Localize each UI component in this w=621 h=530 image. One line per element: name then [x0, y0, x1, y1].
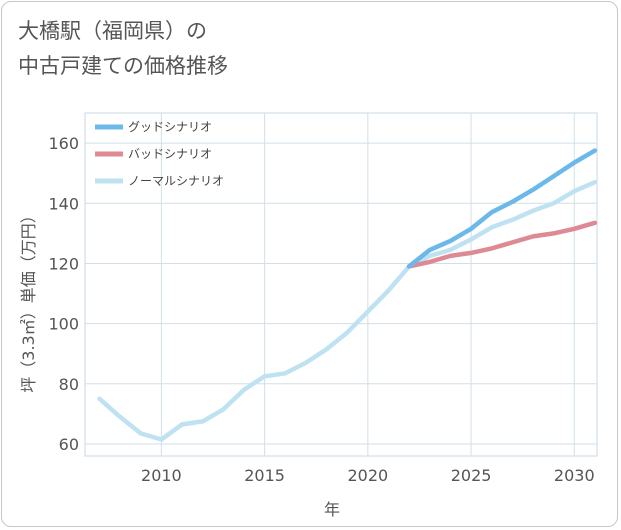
series-lines — [97, 148, 598, 442]
y-tick-label: 60 — [59, 435, 79, 454]
y-tick-label: 140 — [48, 194, 79, 213]
x-axis-title: 年 — [324, 500, 340, 519]
y-tick-label: 120 — [48, 254, 79, 273]
y-tick-label: 80 — [59, 375, 79, 394]
x-tick-label: 2020 — [347, 466, 388, 485]
legend-label: グッドシナリオ — [128, 120, 212, 134]
series-line-0 — [406, 148, 598, 269]
series-line-2 — [97, 179, 598, 442]
legend-label: ノーマルシナリオ — [128, 174, 224, 188]
chart-title-line-2: 中古戸建ての価格推移 — [18, 54, 228, 78]
chart-title: 大橋駅（福岡県）の 中古戸建ての価格推移 — [18, 14, 228, 84]
y-tick-label: 100 — [48, 315, 79, 334]
plot-area-border — [84, 112, 598, 457]
x-tick-label: 2025 — [451, 466, 492, 485]
x-tick-label: 2030 — [554, 466, 595, 485]
series-line-1 — [406, 220, 598, 269]
x-tick-label: 2015 — [244, 466, 285, 485]
legend-label: バッドシナリオ — [128, 147, 212, 161]
grid — [84, 112, 598, 457]
axis-ticks: 2010 2015 2020 2025 2030 60 80 100 120 140 160 — [48, 134, 594, 485]
x-tick-label: 2010 — [141, 466, 182, 485]
y-axis-title: 坪（3.3㎡）単価（万円） — [19, 207, 38, 392]
chart-title-line-1: 大橋駅（福岡県）の — [18, 19, 207, 43]
y-tick-label: 160 — [48, 134, 79, 153]
